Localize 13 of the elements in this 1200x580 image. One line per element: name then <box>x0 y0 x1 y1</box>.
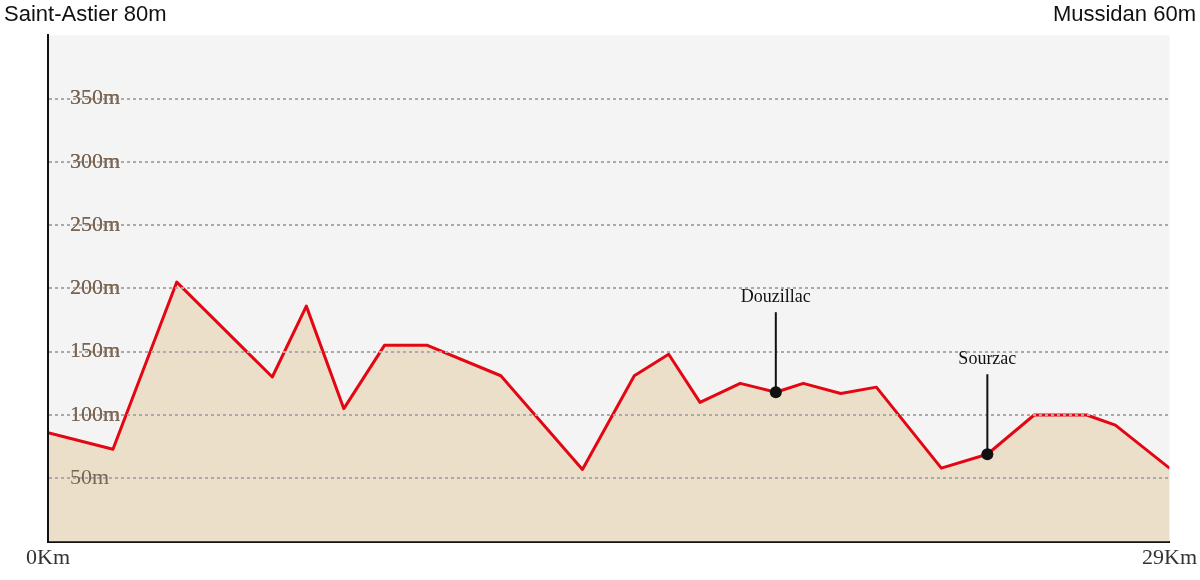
annotation: Douzillac <box>740 285 811 306</box>
y-tick-label: 250m <box>70 210 121 236</box>
text: Mussidan 60m <box>1052 1 1196 27</box>
y-tick-label: 100m <box>70 400 121 426</box>
y-tick-label: 300m <box>70 147 121 173</box>
y-tick-label: 350m <box>70 84 121 110</box>
annotation: Sourzac <box>958 347 1017 368</box>
y-tick-label: 200m <box>70 274 121 300</box>
x-tick-label: 29Km <box>1142 543 1197 569</box>
text: Saint-Astier 80m <box>4 1 167 27</box>
y-tick-label: 50m <box>70 464 110 490</box>
x-tick-label: 0Km <box>26 543 70 569</box>
y-tick-label: 150m <box>70 337 121 363</box>
